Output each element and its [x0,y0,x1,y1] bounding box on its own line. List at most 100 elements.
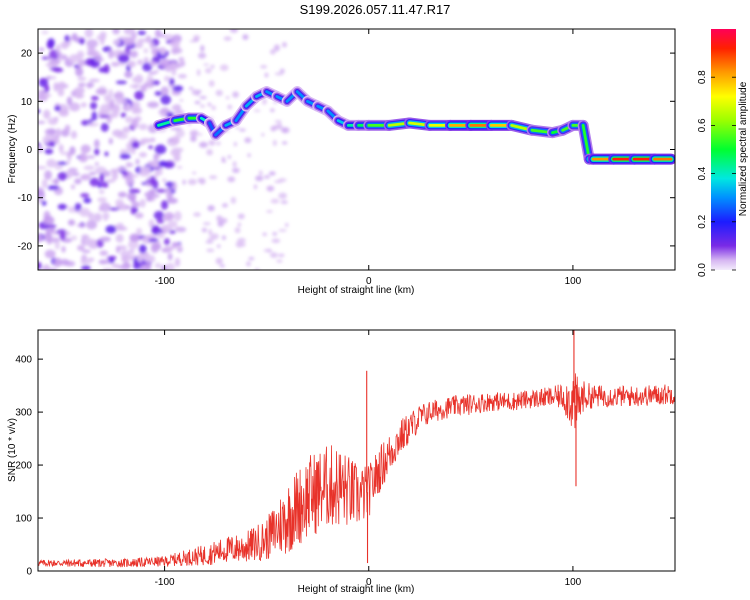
noise-blob [215,257,223,265]
noise-blob [209,175,218,180]
noise-blob [90,50,100,58]
noise-blob [139,198,146,208]
noise-blob [99,250,109,256]
noise-blob [86,219,97,230]
noise-blob [128,249,135,254]
noise-blob [99,202,111,212]
noise-blob [67,219,76,226]
noise-blob [139,244,147,254]
noise-blob [115,234,124,243]
noise-blob [276,259,283,263]
noise-blob [203,63,209,66]
noise-blob [86,39,99,48]
noise-blob [282,42,287,48]
noise-blob [84,29,94,38]
noise-blob [167,253,173,261]
noise-blob [189,130,199,137]
noise-blob [137,30,147,36]
noise-blob [87,257,95,262]
noise-blob [38,109,41,114]
spectrogram-heatmap [38,29,675,270]
noise-blob [107,207,120,211]
noise-blob [44,170,53,180]
noise-blob [89,78,100,83]
noise-blob [109,100,115,109]
noise-blob [153,210,165,220]
noise-blob [89,177,100,187]
noise-blob [57,171,68,181]
noise-blob [90,95,99,101]
colorbar-tick-label: 0.6 [697,118,708,132]
noise-blob [53,82,60,92]
noise-blob [38,166,47,170]
noise-blob [253,109,261,112]
noise-blob [80,265,91,270]
noise-blob [223,202,227,208]
noise-blob [111,263,120,269]
noise-blob [242,34,249,40]
noise-blob [163,212,175,221]
noise-blob [169,40,181,47]
noise-blob [107,255,117,260]
noise-blob [176,62,185,68]
noise-blob [148,238,159,243]
noise-blob [210,233,219,240]
noise-blob [210,64,215,69]
noise-blob [124,126,130,134]
noise-blob [160,107,170,114]
noise-blob [127,60,136,68]
noise-blob [235,126,240,130]
noise-blob [262,98,267,105]
noise-blob [139,265,147,270]
noise-blob [100,122,109,132]
y-tick-label: 100 [15,514,32,525]
noise-blob [263,175,271,179]
noise-blob [227,155,232,159]
noise-blob [175,109,185,115]
noise-blob [131,118,139,129]
noise-blob [285,223,289,227]
noise-blob [274,120,282,123]
spectrogram-ylabel: Frequency (Hz) [7,115,18,184]
noise-blob [113,104,121,114]
noise-blob [138,123,148,131]
noise-blob [216,215,223,222]
noise-blob [47,38,55,48]
noise-blob [125,116,134,124]
noise-blob [187,178,197,185]
noise-blob [134,212,144,219]
noise-blob [67,167,78,173]
noise-blob [141,236,153,244]
noise-blob [128,188,141,194]
noise-blob [172,85,184,92]
noise-blob [206,149,213,156]
noise-blob [119,153,131,160]
noise-blob [74,91,84,99]
noise-blob [196,69,201,76]
noise-blob [53,178,59,185]
noise-blob [103,170,111,177]
noise-blob [65,161,71,165]
noise-blob [262,232,267,236]
noise-blob [158,47,167,54]
noise-blob [115,80,128,85]
noise-blob [46,236,52,245]
noise-blob [148,145,153,150]
noise-blob [148,189,157,193]
noise-blob [108,89,114,98]
noise-blob [68,54,80,63]
noise-blob [123,29,136,36]
noise-blob [151,226,163,236]
noise-blob [59,151,71,156]
noise-blob [207,205,215,212]
noise-blob [117,191,127,198]
noise-blob [58,109,69,117]
noise-blob [55,44,61,54]
noise-blob [88,171,97,176]
noise-blob [115,245,121,254]
noise-blob [156,233,165,239]
noise-blob [129,50,139,58]
noise-blob [69,102,81,112]
y-tick-label: 0 [26,567,32,578]
